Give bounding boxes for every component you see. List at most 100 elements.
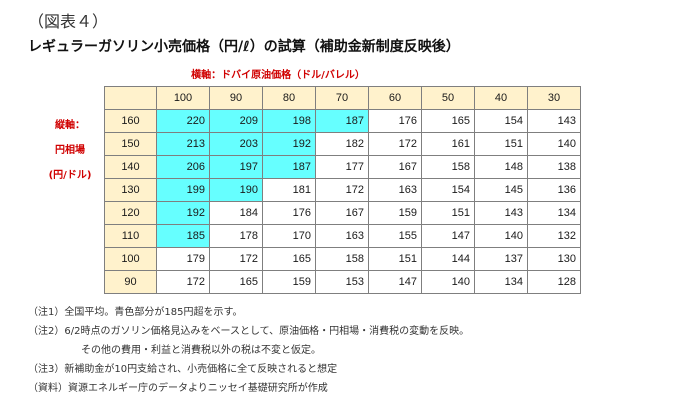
row-header-cell: 90 <box>104 270 157 294</box>
value-cell: 144 <box>421 247 475 271</box>
value-cell: 159 <box>262 270 316 294</box>
vertical-axis-label-line: 円相場 <box>55 145 85 156</box>
value-cell: 172 <box>156 270 210 294</box>
value-cell-highlighted: 198 <box>262 109 316 133</box>
value-cell: 172 <box>209 247 263 271</box>
value-cell: 167 <box>368 155 422 179</box>
value-cell: 159 <box>368 201 422 225</box>
value-cell: 151 <box>421 201 475 225</box>
value-cell: 132 <box>527 224 581 248</box>
value-cell: 147 <box>368 270 422 294</box>
value-cell: 172 <box>315 178 369 202</box>
value-cell: 138 <box>527 155 581 179</box>
row-header-cell: 130 <box>104 178 157 202</box>
value-cell-highlighted: 190 <box>209 178 263 202</box>
value-cell-highlighted: 206 <box>156 155 210 179</box>
value-cell: 137 <box>474 247 528 271</box>
table-row: 110 185 178 170 163 155 147 140 132 <box>104 224 581 248</box>
value-cell: 140 <box>527 132 581 156</box>
value-cell: 134 <box>527 201 581 225</box>
row-header-cell: 160 <box>104 109 157 133</box>
value-cell: 176 <box>262 201 316 225</box>
value-cell: 170 <box>262 224 316 248</box>
value-cell: 130 <box>527 247 581 271</box>
column-header-cell: 70 <box>315 86 369 110</box>
column-header-cell: 80 <box>262 86 316 110</box>
note-2: （注2）6/2時点のガソリン価格見込みをベースとして、原油価格・円相場・消費税の… <box>28 326 470 337</box>
value-cell-highlighted: 213 <box>156 132 210 156</box>
value-cell: 154 <box>474 109 528 133</box>
table-row: 120 192 184 176 167 159 151 143 134 <box>104 201 581 225</box>
value-cell-highlighted: 220 <box>156 109 210 133</box>
note-1: （注1）全国平均。青色部分が185円超を示す。 <box>28 307 243 318</box>
row-header-cell: 100 <box>104 247 157 271</box>
value-cell-highlighted: 185 <box>156 224 210 248</box>
table-corner-cell <box>104 86 157 110</box>
value-cell: 145 <box>474 178 528 202</box>
value-cell: 158 <box>421 155 475 179</box>
value-cell: 134 <box>474 270 528 294</box>
value-cell-highlighted: 192 <box>262 132 316 156</box>
value-cell: 154 <box>421 178 475 202</box>
value-cell-highlighted: 187 <box>262 155 316 179</box>
document-title: レギュラーガソリン小売価格（円/ℓ）の試算（補助金新制度反映後） <box>28 39 460 55</box>
table-header-row: 100 90 80 70 60 50 40 30 <box>104 86 581 110</box>
column-header-cell: 60 <box>368 86 422 110</box>
value-cell: 161 <box>421 132 475 156</box>
value-cell: 143 <box>527 109 581 133</box>
value-cell: 165 <box>421 109 475 133</box>
value-cell: 151 <box>474 132 528 156</box>
value-cell-highlighted: 197 <box>209 155 263 179</box>
value-cell: 128 <box>527 270 581 294</box>
value-cell: 158 <box>315 247 369 271</box>
table-row: 100 179 172 165 158 151 144 137 130 <box>104 247 581 271</box>
value-cell: 143 <box>474 201 528 225</box>
row-header-cell: 140 <box>104 155 157 179</box>
note-2-continued: その他の費用・利益と消費税以外の税は不変と仮定。 <box>81 345 321 356</box>
vertical-axis-label-line: 縦軸： <box>55 120 85 131</box>
value-cell-highlighted: 209 <box>209 109 263 133</box>
value-cell: 165 <box>262 247 316 271</box>
figure-number: （図表４） <box>28 12 109 31</box>
horizontal-axis-label: 横軸：ドバイ原油価格（ドル/バレル） <box>191 70 365 81</box>
value-cell: 140 <box>421 270 475 294</box>
value-cell: 182 <box>315 132 369 156</box>
value-cell-highlighted: 203 <box>209 132 263 156</box>
value-cell: 172 <box>368 132 422 156</box>
value-cell-highlighted: 187 <box>315 109 369 133</box>
value-cell: 167 <box>315 201 369 225</box>
value-cell: 176 <box>368 109 422 133</box>
value-cell-highlighted: 192 <box>156 201 210 225</box>
value-cell-highlighted: 199 <box>156 178 210 202</box>
column-header-cell: 90 <box>209 86 263 110</box>
value-cell: 140 <box>474 224 528 248</box>
value-cell: 151 <box>368 247 422 271</box>
vertical-axis-label: 縦軸： 円相場 (円/ドル) <box>30 113 110 188</box>
value-cell: 153 <box>315 270 369 294</box>
column-header-cell: 30 <box>527 86 581 110</box>
table-row: 150 213 203 192 182 172 161 151 140 <box>104 132 581 156</box>
column-header-cell: 50 <box>421 86 475 110</box>
value-cell: 148 <box>474 155 528 179</box>
table-row: 90 172 165 159 153 147 140 134 128 <box>104 270 581 294</box>
notes-section: （注1）全国平均。青色部分が185円超を示す。 （注2）6/2時点のガソリン価格… <box>28 303 469 398</box>
note-3: （注3）新補助金が10円支給され、小売価格に全て反映されると想定 <box>28 364 338 375</box>
value-cell: 165 <box>209 270 263 294</box>
price-matrix-table: 100 90 80 70 60 50 40 30 160 220 209 198 187 176 165 15… <box>104 86 581 294</box>
value-cell: 163 <box>368 178 422 202</box>
row-header-cell: 110 <box>104 224 157 248</box>
row-header-cell: 150 <box>104 132 157 156</box>
value-cell: 155 <box>368 224 422 248</box>
value-cell: 178 <box>209 224 263 248</box>
column-header-cell: 40 <box>474 86 528 110</box>
vertical-axis-label-line: (円/ドル) <box>48 170 92 181</box>
table-row: 130 199 190 181 172 163 154 145 136 <box>104 178 581 202</box>
value-cell: 181 <box>262 178 316 202</box>
table-row: 140 206 197 187 177 167 158 148 138 <box>104 155 581 179</box>
row-header-cell: 120 <box>104 201 157 225</box>
value-cell: 179 <box>156 247 210 271</box>
value-cell: 163 <box>315 224 369 248</box>
value-cell: 136 <box>527 178 581 202</box>
source-note: （資料）資源エネルギー庁のデータよりニッセイ基礎研究所が作成 <box>28 383 328 394</box>
table-row: 160 220 209 198 187 176 165 154 143 <box>104 109 581 133</box>
